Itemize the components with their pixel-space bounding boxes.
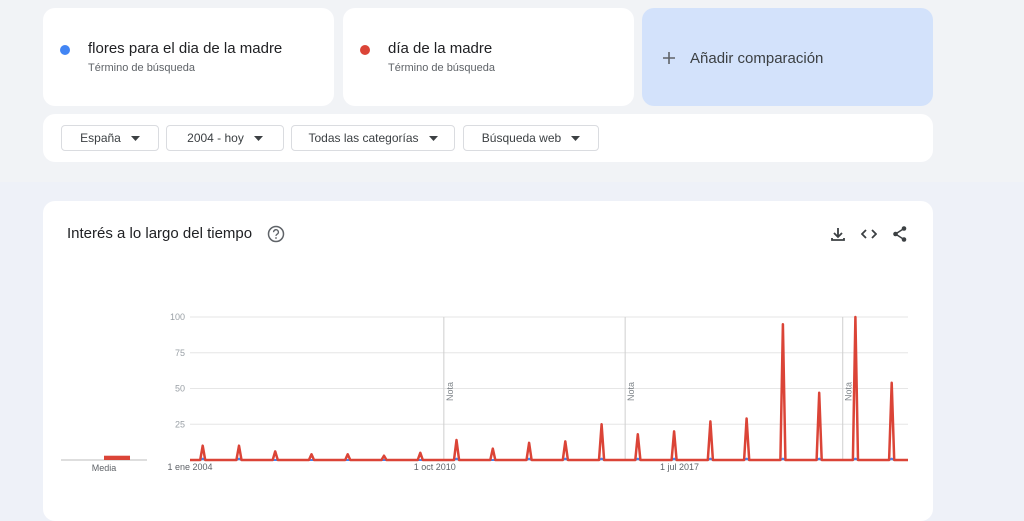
term-color [360, 45, 370, 55]
embed-icon[interactable] [861, 226, 877, 242]
term-label: flores para el dia de la madre [88, 40, 283, 57]
download-icon[interactable] [830, 226, 846, 242]
x-tick-label: 1 ene 2004 [167, 462, 212, 472]
chart: 25 50 75 100 1 ene 2004 1 oct 2010 1 jul 2017 N… [61, 312, 908, 473]
annotation-label: Nota [445, 382, 455, 401]
term-card[interactable]: flores para el dia de la madre Término d… [43, 8, 334, 106]
average-bar [104, 455, 130, 460]
filter-label: España [80, 131, 121, 145]
filter-button[interactable]: 2004 - hoy [166, 125, 284, 151]
filter-label: Todas las categorías [308, 131, 419, 145]
average-label: Media [92, 463, 117, 473]
filter-label: Búsqueda web [481, 131, 562, 145]
y-tick-label: 100 [170, 312, 185, 322]
filter-button[interactable]: Todas las categorías [291, 125, 455, 151]
term-sublabel: Término de búsqueda [88, 62, 196, 74]
filter-bar: España 2004 - hoy Todas las categorías B… [43, 114, 933, 162]
filter-label: 2004 - hoy [187, 131, 244, 145]
y-tick-label: 50 [175, 384, 185, 394]
plus-icon [663, 52, 675, 64]
dropdown-icon [253, 135, 263, 141]
filter-button[interactable]: España [61, 125, 159, 151]
card-title: Interés a lo largo del tiempo [67, 225, 253, 242]
body: {"search_terms": [{"sublabel": "Término … [43, 8, 933, 521]
series-line [190, 315, 908, 462]
filter-button[interactable]: Búsqueda web [463, 125, 599, 151]
dropdown-icon [428, 135, 438, 141]
y-tick-label: 75 [175, 348, 185, 358]
share-icon[interactable] [892, 225, 908, 243]
y-tick-label: 25 [175, 419, 185, 429]
annotation-label: Nota [844, 382, 854, 401]
add-comparison-label: Añadir comparación [690, 50, 824, 67]
page: Google Trends body { margin: 0; width: 1… [43, 8, 933, 521]
dropdown-icon [571, 135, 581, 141]
x-tick-label: 1 oct 2010 [414, 462, 456, 472]
help-icon[interactable] [267, 225, 285, 243]
annotation-label: Nota [626, 382, 636, 401]
term-sublabel: Término de búsqueda [388, 62, 496, 74]
x-tick-label: 1 jul 2017 [660, 462, 699, 472]
term-color [60, 45, 70, 55]
term-card[interactable]: día de la madre Término de búsqueda [343, 8, 634, 106]
add-comparison[interactable]: Añadir comparación [642, 8, 933, 106]
term-label: día de la madre [388, 40, 493, 57]
dropdown-icon [130, 135, 140, 141]
